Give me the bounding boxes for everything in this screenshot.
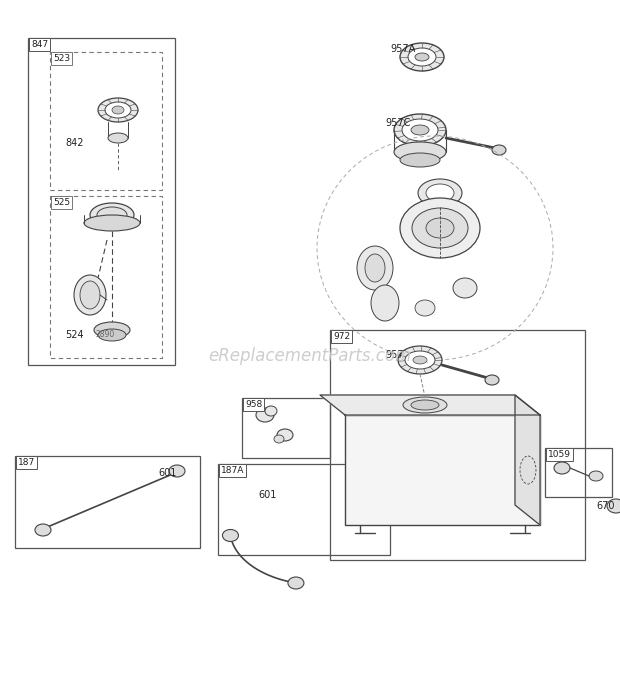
Bar xyxy=(545,448,612,497)
Ellipse shape xyxy=(485,375,499,385)
Text: .: . xyxy=(425,356,428,365)
Ellipse shape xyxy=(426,218,454,238)
Ellipse shape xyxy=(402,119,438,141)
Ellipse shape xyxy=(403,397,447,413)
Ellipse shape xyxy=(400,198,480,258)
Text: 601: 601 xyxy=(158,468,176,478)
Text: 523: 523 xyxy=(53,54,70,63)
Ellipse shape xyxy=(265,406,277,416)
Ellipse shape xyxy=(405,351,435,369)
Bar xyxy=(50,196,162,358)
Ellipse shape xyxy=(105,102,131,118)
Ellipse shape xyxy=(108,133,128,143)
Bar xyxy=(28,38,175,365)
Ellipse shape xyxy=(98,329,126,341)
Bar xyxy=(330,330,585,560)
Ellipse shape xyxy=(112,106,124,114)
Text: 187: 187 xyxy=(18,458,35,467)
Ellipse shape xyxy=(365,254,385,282)
Ellipse shape xyxy=(277,429,293,441)
Ellipse shape xyxy=(169,465,185,477)
Ellipse shape xyxy=(412,208,468,248)
Ellipse shape xyxy=(274,435,284,443)
Ellipse shape xyxy=(394,114,446,146)
Bar xyxy=(50,52,162,190)
Text: 957A: 957A xyxy=(390,44,415,54)
Ellipse shape xyxy=(98,98,138,122)
Text: 957C: 957C xyxy=(385,118,410,128)
Text: 2890: 2890 xyxy=(95,330,114,339)
Ellipse shape xyxy=(453,278,477,298)
Ellipse shape xyxy=(415,300,435,316)
Ellipse shape xyxy=(35,524,51,536)
Ellipse shape xyxy=(426,184,454,202)
Bar xyxy=(15,456,200,548)
Ellipse shape xyxy=(415,53,429,61)
Ellipse shape xyxy=(398,346,442,374)
Text: 1059: 1059 xyxy=(548,450,571,459)
Text: 187A: 187A xyxy=(221,466,244,475)
Ellipse shape xyxy=(520,456,536,484)
Bar xyxy=(345,415,540,525)
Ellipse shape xyxy=(74,275,106,315)
Ellipse shape xyxy=(90,203,134,227)
Ellipse shape xyxy=(80,281,100,309)
Ellipse shape xyxy=(554,462,570,474)
Ellipse shape xyxy=(84,215,140,231)
Ellipse shape xyxy=(413,356,427,364)
Text: 842: 842 xyxy=(65,138,84,148)
Text: 670: 670 xyxy=(596,501,614,511)
Bar xyxy=(218,464,390,555)
Ellipse shape xyxy=(607,499,620,513)
Text: 524: 524 xyxy=(65,330,84,340)
Ellipse shape xyxy=(492,145,506,155)
Ellipse shape xyxy=(411,125,429,135)
Ellipse shape xyxy=(400,43,444,71)
Ellipse shape xyxy=(394,142,446,162)
Ellipse shape xyxy=(97,207,127,223)
Ellipse shape xyxy=(418,179,462,207)
Bar xyxy=(242,398,330,458)
Text: 958: 958 xyxy=(245,400,262,409)
Ellipse shape xyxy=(371,285,399,321)
Ellipse shape xyxy=(223,529,239,541)
Ellipse shape xyxy=(357,246,393,290)
Polygon shape xyxy=(515,395,540,525)
Ellipse shape xyxy=(256,408,274,422)
Ellipse shape xyxy=(288,577,304,589)
Polygon shape xyxy=(320,395,540,415)
Ellipse shape xyxy=(94,322,130,338)
Ellipse shape xyxy=(411,400,439,410)
Text: 972: 972 xyxy=(333,332,350,341)
Ellipse shape xyxy=(400,153,440,167)
Text: 525: 525 xyxy=(53,198,70,207)
Ellipse shape xyxy=(589,471,603,481)
Text: 847: 847 xyxy=(31,40,48,49)
Text: 601: 601 xyxy=(258,490,277,500)
Text: 957: 957 xyxy=(385,350,404,360)
Ellipse shape xyxy=(408,48,436,66)
Text: eReplacementParts.com: eReplacementParts.com xyxy=(208,347,412,365)
